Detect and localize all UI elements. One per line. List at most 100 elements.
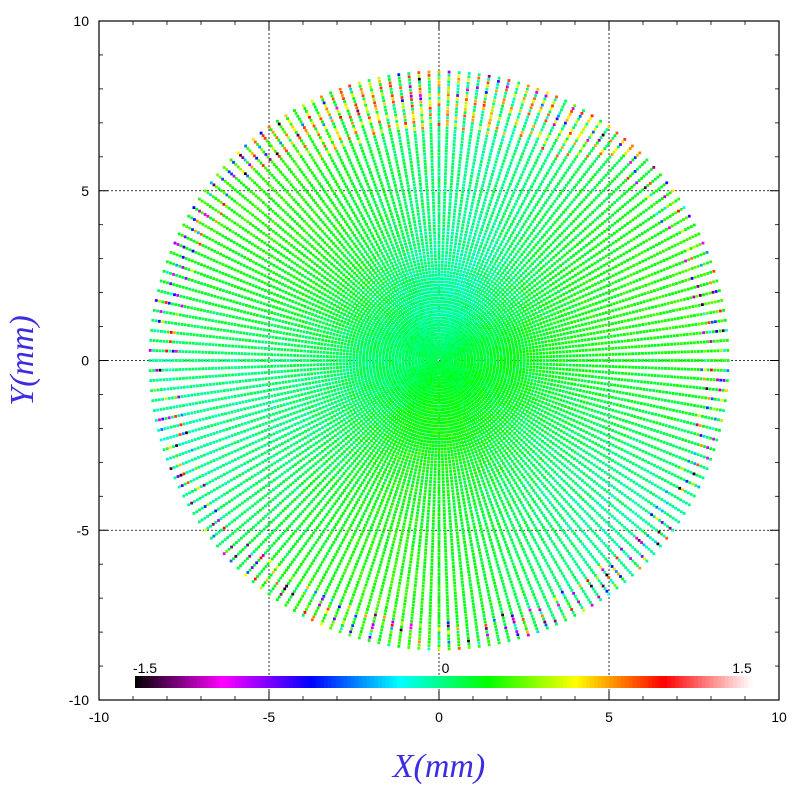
data-point — [511, 176, 515, 180]
data-point — [561, 161, 564, 165]
data-point — [613, 221, 617, 225]
data-point — [409, 289, 413, 292]
data-point — [697, 359, 700, 362]
data-point — [637, 252, 641, 256]
data-point — [545, 231, 549, 234]
data-point — [558, 257, 562, 261]
data-point — [691, 235, 695, 239]
data-point — [668, 256, 672, 260]
data-point — [508, 346, 512, 350]
data-point — [541, 278, 544, 282]
data-point — [444, 264, 447, 267]
data-point — [658, 242, 661, 245]
data-point — [411, 237, 415, 240]
data-point — [459, 256, 463, 260]
data-point — [522, 149, 526, 153]
data-point — [585, 205, 589, 209]
data-point — [426, 198, 430, 202]
data-point — [683, 341, 687, 345]
data-point — [433, 237, 437, 241]
data-point — [480, 356, 483, 359]
data-point — [397, 248, 400, 251]
data-point — [505, 334, 509, 338]
data-point — [513, 337, 517, 341]
data-point — [445, 287, 448, 291]
data-point — [467, 187, 471, 191]
data-point — [518, 323, 522, 326]
data-point — [493, 233, 497, 237]
data-point — [474, 289, 478, 293]
data-point — [610, 340, 614, 344]
data-point — [462, 240, 466, 244]
data-point — [631, 296, 634, 300]
data-point — [440, 283, 443, 287]
data-point — [374, 107, 378, 111]
data-point — [462, 124, 466, 128]
data-point — [411, 267, 415, 271]
data-point — [422, 143, 426, 146]
data-point — [539, 168, 543, 171]
data-point — [535, 352, 539, 355]
data-point — [483, 340, 487, 344]
data-point — [603, 305, 606, 309]
data-point — [679, 241, 683, 244]
data-point — [581, 349, 585, 352]
data-point — [520, 236, 523, 240]
data-point — [590, 114, 594, 118]
data-point — [387, 220, 390, 224]
data-point — [710, 359, 713, 362]
data-point — [470, 298, 473, 302]
data-point — [668, 191, 672, 195]
data-point — [580, 112, 584, 115]
data-point — [623, 213, 627, 217]
data-point — [545, 268, 549, 272]
data-point — [428, 83, 431, 87]
data-point — [522, 234, 525, 237]
data-point — [541, 180, 544, 183]
data-point — [567, 264, 571, 268]
data-point — [538, 274, 541, 278]
data-point — [513, 268, 517, 272]
data-point — [357, 81, 361, 85]
data-point — [641, 259, 645, 263]
data-point — [414, 301, 417, 305]
data-point — [510, 313, 513, 317]
data-point — [415, 290, 419, 294]
data-point — [665, 227, 668, 231]
data-point — [566, 181, 570, 185]
data-point — [533, 217, 536, 221]
data-point — [486, 273, 490, 277]
data-point — [667, 247, 671, 250]
data-point — [437, 129, 441, 133]
data-point — [675, 232, 679, 236]
data-point — [445, 129, 449, 133]
data-point — [640, 344, 644, 348]
data-point — [485, 319, 489, 322]
data-point — [459, 283, 463, 287]
data-point — [547, 183, 550, 187]
data-point — [575, 183, 578, 187]
data-point — [690, 277, 694, 280]
data-point — [481, 306, 485, 310]
data-point — [668, 226, 671, 230]
data-point — [693, 266, 697, 269]
data-point — [491, 173, 494, 176]
data-point — [544, 174, 548, 178]
data-point — [419, 94, 422, 97]
data-point — [510, 302, 513, 306]
data-point — [414, 193, 418, 197]
data-point — [560, 231, 564, 235]
data-point — [582, 306, 586, 310]
data-point — [572, 219, 575, 223]
data-point — [338, 87, 342, 91]
data-point — [426, 294, 429, 298]
data-point — [626, 259, 629, 262]
data-point — [483, 311, 486, 315]
data-point — [516, 258, 520, 262]
data-point — [605, 197, 609, 201]
data-point — [631, 352, 634, 356]
data-point — [429, 303, 433, 307]
data-point — [619, 313, 622, 317]
data-point — [356, 109, 360, 113]
data-point — [407, 238, 411, 241]
